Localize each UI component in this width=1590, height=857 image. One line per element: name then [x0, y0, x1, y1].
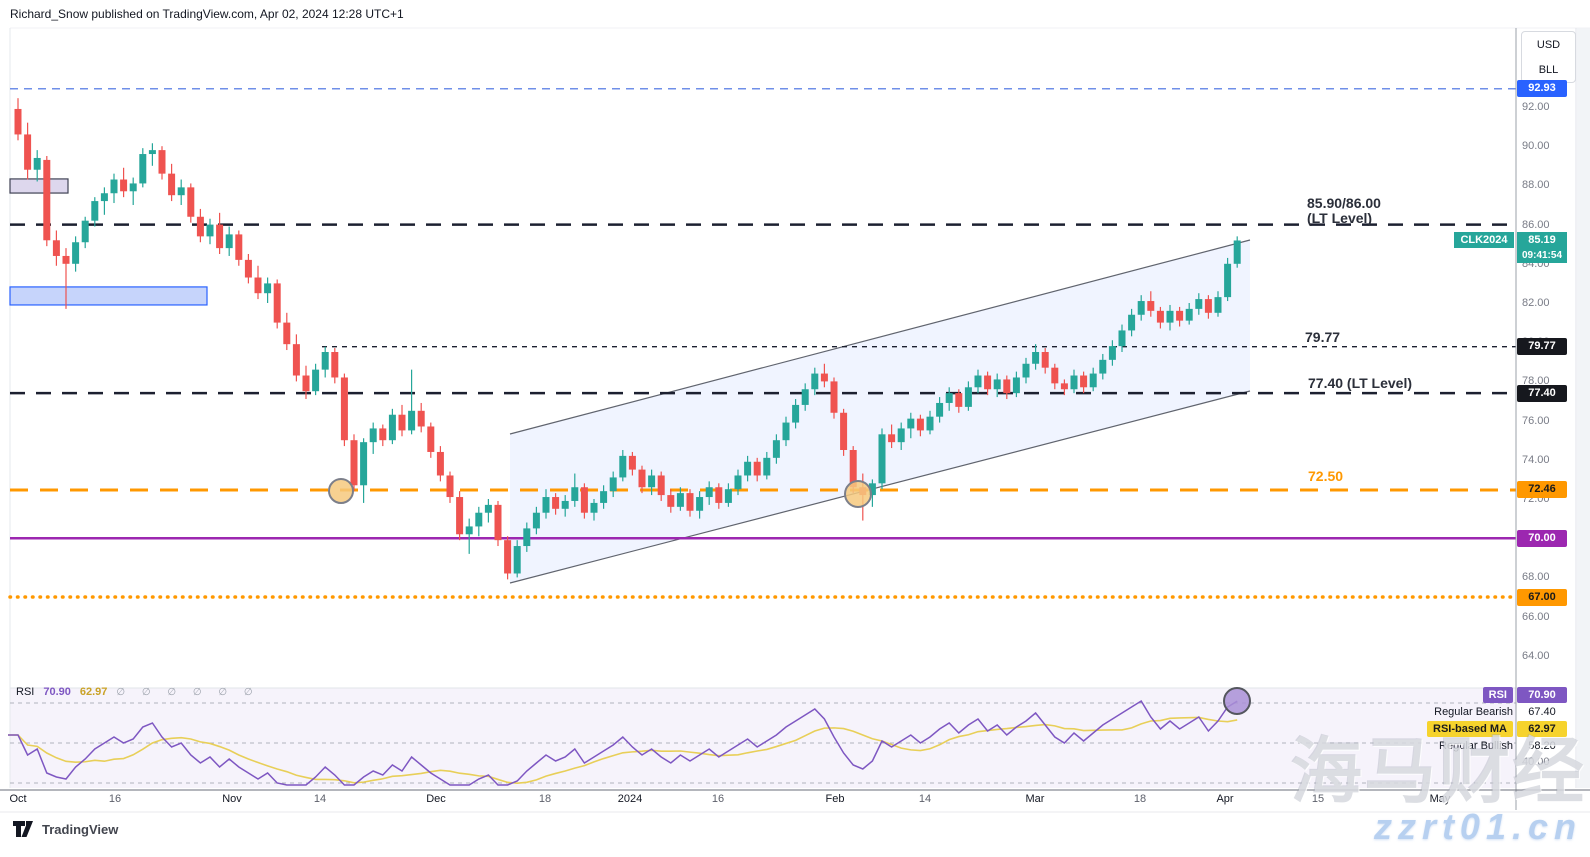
- rsi-row-value: 58.20: [1528, 740, 1556, 752]
- trend-channel-fill: [510, 240, 1250, 583]
- highlight-feb: [844, 480, 872, 508]
- price-level-badge: 67.00: [1517, 589, 1567, 606]
- price-tick-label: 76.00: [1522, 414, 1550, 427]
- candlestick-series: [14, 98, 1241, 580]
- right-margin-strip: [1577, 28, 1590, 788]
- annotation-lt-level-7740: 77.40 (LT Level): [1308, 375, 1413, 391]
- time-tick-label: Feb: [825, 793, 845, 805]
- currency-label: USD: [1536, 38, 1561, 51]
- price-level-badge: 72.46: [1517, 481, 1567, 498]
- time-tick-label: 14: [918, 793, 932, 805]
- unit-label: BLL: [1538, 63, 1559, 76]
- tradingview-logo-icon: [13, 821, 33, 837]
- annotation-lt-level-86: 85.90/86.00 (LT Level): [1307, 195, 1381, 226]
- price-level-badge: 79.77: [1517, 338, 1567, 355]
- watermark-site: zzrt01.cn: [1373, 806, 1582, 847]
- time-tick-label: Dec: [426, 793, 446, 805]
- countdown-timer: 09:41:54: [1521, 250, 1563, 261]
- time-tick-label: 16: [711, 793, 725, 805]
- last-price-badge: 85.19 09:41:54: [1517, 232, 1567, 263]
- highlight-nov: [328, 478, 354, 504]
- rsi-pane-background: [10, 688, 1516, 788]
- time-tick-label: 18: [538, 793, 552, 805]
- time-tick-label: 18: [1133, 793, 1147, 805]
- price-tick-label: 86.00: [1522, 218, 1550, 231]
- time-tick-label: 14: [313, 793, 327, 805]
- tradingview-brand[interactable]: TradingView: [12, 820, 118, 838]
- trend-channel-upper-line: [509, 239, 1251, 435]
- price-tick-label: 82.00: [1522, 297, 1550, 309]
- rsi-line: [8, 699, 1238, 786]
- price-tick-label: 88.00: [1522, 179, 1550, 192]
- rsi-row-value: 67.40: [1528, 706, 1556, 718]
- time-tick-label: Nov: [222, 793, 242, 805]
- price-tick-label: 78.00: [1522, 375, 1550, 388]
- rsi-row-label: RSI: [1482, 687, 1513, 703]
- rsi-ma-value: 62.97: [79, 686, 108, 698]
- price-tick-label: 68.00: [1522, 571, 1550, 584]
- last-price-value: 85.19: [1528, 234, 1556, 246]
- price-tick-label: 66.00: [1522, 610, 1550, 623]
- time-tick-label: 15: [1311, 793, 1325, 805]
- price-tick-label: 74.00: [1522, 453, 1550, 466]
- time-tick-label: Mar: [1025, 793, 1045, 805]
- rsi-row-label: Regular Bullish: [1439, 740, 1513, 752]
- symbol-price-label: CLK2024: [1454, 232, 1514, 248]
- trend-channel-lower-line: [509, 390, 1251, 584]
- time-tick-label: May: [1429, 793, 1451, 805]
- rsi-row-value: 62.97: [1517, 721, 1567, 737]
- rsi-row-label: RSI-based MA: [1427, 721, 1513, 737]
- time-tick-label: 2024: [617, 793, 643, 805]
- annotation-7977: 79.77: [1305, 329, 1341, 345]
- annotation-7250: 72.50: [1308, 468, 1344, 484]
- rsi-status-line[interactable]: RSI 70.90 62.97 ∅ ∅ ∅ ∅ ∅ ∅: [16, 685, 260, 699]
- time-tick-label: Apr: [1216, 793, 1234, 805]
- rsi-row-value: 70.90: [1517, 687, 1567, 703]
- currency-unit-box: USD BLL: [1521, 31, 1576, 83]
- time-tick-label: Oct: [9, 793, 27, 805]
- price-tick-label: 92.00: [1522, 101, 1550, 113]
- rsi-axis-40-label: 40.00: [1522, 756, 1550, 768]
- price-tick-label: 64.00: [1522, 649, 1550, 662]
- tradingview-brand-text: TradingView: [42, 821, 119, 837]
- rsi-ma-line: [8, 716, 1238, 785]
- highlight-rsi: [1223, 687, 1251, 715]
- demand-zone: [9, 286, 208, 306]
- supply-zone: [9, 178, 69, 194]
- watermark-cjk: 海马财经: [1289, 732, 1586, 812]
- indicator-controls-icons[interactable]: ∅ ∅ ∅ ∅ ∅ ∅: [116, 686, 260, 698]
- rsi-current-value: 70.90: [43, 686, 71, 698]
- publish-attribution: Richard_Snow published on TradingView.co…: [10, 7, 404, 21]
- rsi-row-label: Regular Bearish: [1434, 706, 1513, 718]
- time-tick-label: 16: [108, 793, 122, 805]
- price-tick-label: 90.00: [1522, 140, 1550, 153]
- price-level-badge: 92.93: [1517, 80, 1567, 97]
- rsi-indicator-title: RSI: [16, 686, 35, 698]
- price-level-badge: 77.40: [1517, 385, 1567, 402]
- price-level-badge: 70.00: [1517, 530, 1567, 547]
